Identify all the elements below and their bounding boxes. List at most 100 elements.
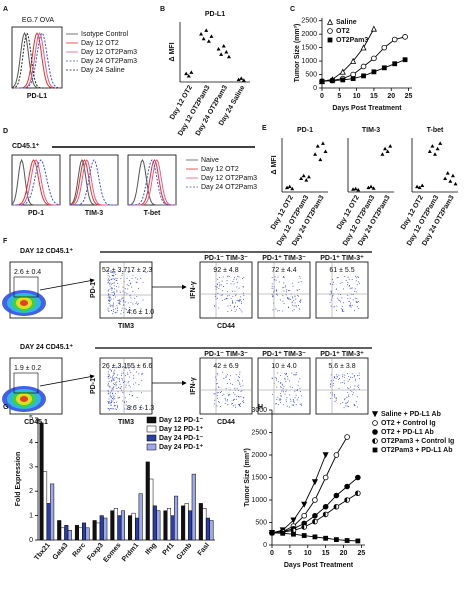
event-dot xyxy=(358,388,360,390)
event-dot xyxy=(124,402,126,404)
event-dot xyxy=(141,380,143,382)
event-dot xyxy=(332,294,334,296)
event-dot xyxy=(109,402,111,404)
event-dot xyxy=(127,288,129,290)
event-dot xyxy=(109,387,111,389)
event-dot xyxy=(116,407,118,409)
event-dot xyxy=(115,273,117,275)
legend-swatch xyxy=(146,443,157,451)
event-dot xyxy=(126,293,128,295)
event-dot xyxy=(122,299,124,301)
event-dot xyxy=(127,365,129,367)
event-dot xyxy=(286,289,288,291)
event-dot xyxy=(107,368,109,370)
event-dot xyxy=(125,384,127,386)
event-dot xyxy=(298,381,300,383)
data-point xyxy=(241,78,246,82)
event-dot xyxy=(277,294,279,296)
event-dot xyxy=(342,376,344,378)
event-dot xyxy=(113,378,115,380)
event-dot xyxy=(126,372,128,374)
event-dot xyxy=(236,282,238,284)
event-dot xyxy=(355,401,357,403)
event-dot xyxy=(276,377,278,379)
event-dot xyxy=(243,397,245,399)
event-dot xyxy=(282,391,284,393)
data-point xyxy=(226,54,231,59)
event-dot xyxy=(108,310,110,312)
legend-label: Saline xyxy=(336,19,357,26)
event-dot xyxy=(280,382,282,384)
event-dot xyxy=(351,287,353,289)
event-dot xyxy=(112,408,114,410)
event-dot xyxy=(109,385,111,387)
event-dot xyxy=(218,386,220,388)
event-dot xyxy=(344,402,346,404)
event-dot xyxy=(116,305,118,307)
event-dot xyxy=(348,394,350,396)
event-dot xyxy=(300,281,302,283)
event-dot xyxy=(130,309,132,311)
event-dot xyxy=(332,383,334,385)
event-dot xyxy=(118,386,120,388)
data-point xyxy=(306,174,311,179)
event-dot xyxy=(330,283,332,285)
event-dot xyxy=(230,375,232,377)
event-dot xyxy=(330,397,332,399)
event-dot xyxy=(340,301,342,303)
event-dot xyxy=(298,288,300,290)
event-dot xyxy=(285,391,287,393)
event-dot xyxy=(293,400,295,402)
event-dot xyxy=(114,369,116,371)
event-dot xyxy=(115,385,117,387)
event-dot xyxy=(300,299,302,301)
y-tick-label: 2000 xyxy=(301,31,317,38)
panel-title: CD45.1⁺ xyxy=(12,143,40,150)
event-dot xyxy=(279,399,281,401)
event-dot xyxy=(299,301,301,303)
legend-label: Saline + PD-L1 Ab xyxy=(381,411,441,418)
event-dot xyxy=(140,373,142,375)
x-axis-label: TIM-3 xyxy=(85,210,103,217)
event-dot xyxy=(335,374,337,376)
data-point xyxy=(285,185,290,190)
bar xyxy=(113,508,118,541)
event-dot xyxy=(299,302,301,304)
data-point xyxy=(355,538,361,544)
event-dot xyxy=(119,270,121,272)
event-dot xyxy=(349,386,351,388)
event-dot xyxy=(292,399,294,401)
y-axis-label: Δ MFI xyxy=(169,42,176,61)
y-tick-label: 3 xyxy=(29,464,33,471)
event-dot xyxy=(121,389,123,391)
event-dot xyxy=(271,276,273,278)
event-dot xyxy=(289,394,291,396)
x-tick-label: Fasl xyxy=(197,542,211,557)
event-dot xyxy=(232,405,234,407)
event-dot xyxy=(133,383,135,385)
data-point xyxy=(356,187,361,192)
event-dot xyxy=(292,310,294,312)
event-dot xyxy=(122,286,124,288)
event-dot xyxy=(238,403,240,405)
event-dot xyxy=(287,306,289,308)
chart-title: PD-L1 xyxy=(205,11,225,18)
x-tick-label: 0 xyxy=(320,93,324,100)
event-dot xyxy=(142,299,144,301)
event-dot xyxy=(110,283,112,285)
event-dot xyxy=(238,396,240,398)
legend-label: OT2Pam3 xyxy=(336,37,368,44)
event-dot xyxy=(226,400,228,402)
event-dot xyxy=(241,311,243,313)
legend-label: Day 12 OT2Pam3 xyxy=(81,49,137,56)
event-dot xyxy=(114,382,116,384)
event-dot xyxy=(289,380,291,382)
event-dot xyxy=(108,380,110,382)
event-dot xyxy=(109,304,111,306)
event-dot xyxy=(224,402,226,404)
legend-label: Day 12 OT2 xyxy=(81,40,119,47)
data-point xyxy=(323,149,328,153)
event-dot xyxy=(347,391,349,393)
data-point xyxy=(236,77,241,82)
